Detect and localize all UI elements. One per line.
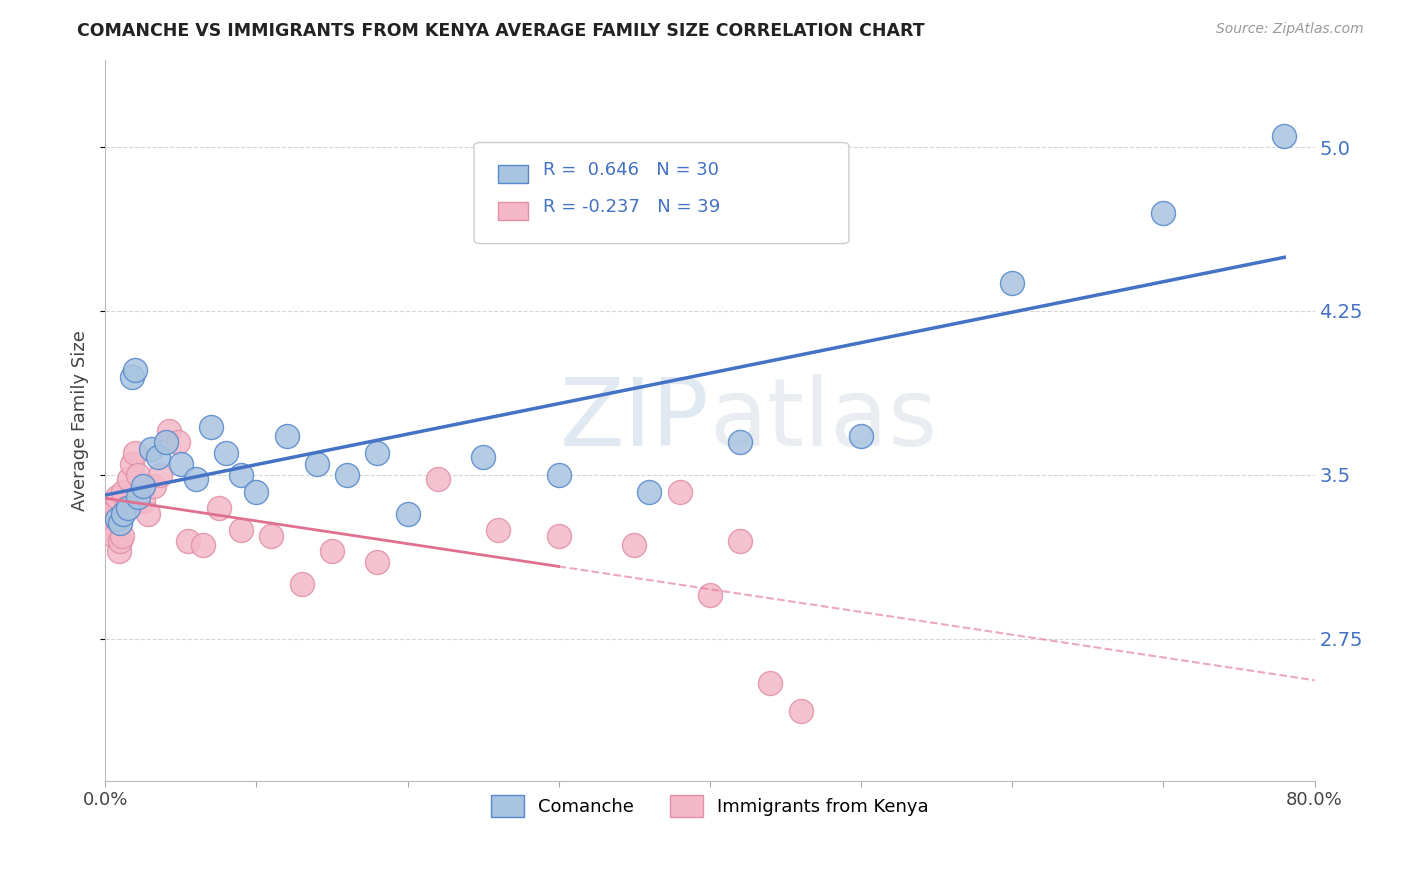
Point: [166, 435, 188, 450]
Point: [103, 529, 125, 543]
Point: [426, 472, 449, 486]
Point: [1001, 276, 1024, 290]
Point: [132, 494, 155, 508]
Point: [115, 500, 138, 515]
Point: [112, 485, 135, 500]
Point: [789, 704, 811, 718]
Point: [146, 450, 169, 465]
Point: [124, 363, 146, 377]
Point: [142, 479, 165, 493]
Point: [207, 500, 229, 515]
Bar: [498, 202, 529, 220]
Point: [132, 479, 155, 493]
Point: [276, 428, 298, 442]
Point: [170, 457, 193, 471]
Point: [111, 529, 134, 543]
Point: [155, 435, 177, 450]
Point: [177, 533, 200, 548]
Text: R =  0.646   N = 30: R = 0.646 N = 30: [543, 161, 718, 179]
Point: [117, 500, 139, 515]
Point: [1152, 205, 1174, 219]
Point: [118, 472, 141, 486]
Point: [193, 538, 215, 552]
Point: [98, 508, 121, 522]
Point: [121, 457, 143, 471]
Point: [112, 508, 135, 522]
Point: [121, 369, 143, 384]
Point: [547, 467, 569, 482]
Point: [149, 467, 172, 482]
Point: [101, 523, 124, 537]
Point: [472, 450, 495, 465]
Point: [124, 446, 146, 460]
Point: [321, 544, 343, 558]
Text: atlas: atlas: [710, 375, 938, 467]
Point: [110, 533, 132, 548]
Point: [231, 467, 253, 482]
Point: [127, 467, 149, 482]
Point: [184, 472, 207, 486]
Point: [728, 435, 751, 450]
Point: [486, 523, 509, 537]
Text: Source: ZipAtlas.com: Source: ZipAtlas.com: [1216, 22, 1364, 37]
Point: [291, 577, 314, 591]
Point: [105, 490, 128, 504]
Point: [127, 490, 149, 504]
Point: [97, 516, 120, 530]
Point: [136, 508, 159, 522]
Point: [157, 424, 180, 438]
Legend: Comanche, Immigrants from Kenya: Comanche, Immigrants from Kenya: [482, 786, 938, 826]
Point: [849, 428, 872, 442]
Point: [547, 529, 569, 543]
Point: [1272, 129, 1295, 144]
Point: [336, 467, 359, 482]
Point: [668, 485, 690, 500]
Point: [104, 500, 127, 515]
Point: [305, 457, 328, 471]
Point: [200, 420, 222, 434]
FancyBboxPatch shape: [474, 143, 849, 244]
Point: [231, 523, 253, 537]
Point: [110, 516, 132, 530]
Point: [699, 588, 721, 602]
Point: [623, 538, 645, 552]
Text: COMANCHE VS IMMIGRANTS FROM KENYA AVERAGE FAMILY SIZE CORRELATION CHART: COMANCHE VS IMMIGRANTS FROM KENYA AVERAG…: [77, 22, 925, 40]
Point: [366, 446, 388, 460]
Point: [215, 446, 238, 460]
Text: ZIP: ZIP: [560, 375, 710, 467]
Point: [100, 511, 122, 525]
Point: [245, 485, 267, 500]
Point: [728, 533, 751, 548]
Y-axis label: Average Family Size: Average Family Size: [72, 330, 89, 511]
Point: [260, 529, 283, 543]
Point: [139, 442, 162, 456]
Point: [759, 675, 782, 690]
Point: [105, 511, 128, 525]
Bar: [498, 164, 529, 183]
Text: R = -0.237   N = 39: R = -0.237 N = 39: [543, 199, 720, 217]
Point: [396, 508, 419, 522]
Point: [638, 485, 661, 500]
Point: [108, 544, 131, 558]
Point: [366, 555, 388, 569]
